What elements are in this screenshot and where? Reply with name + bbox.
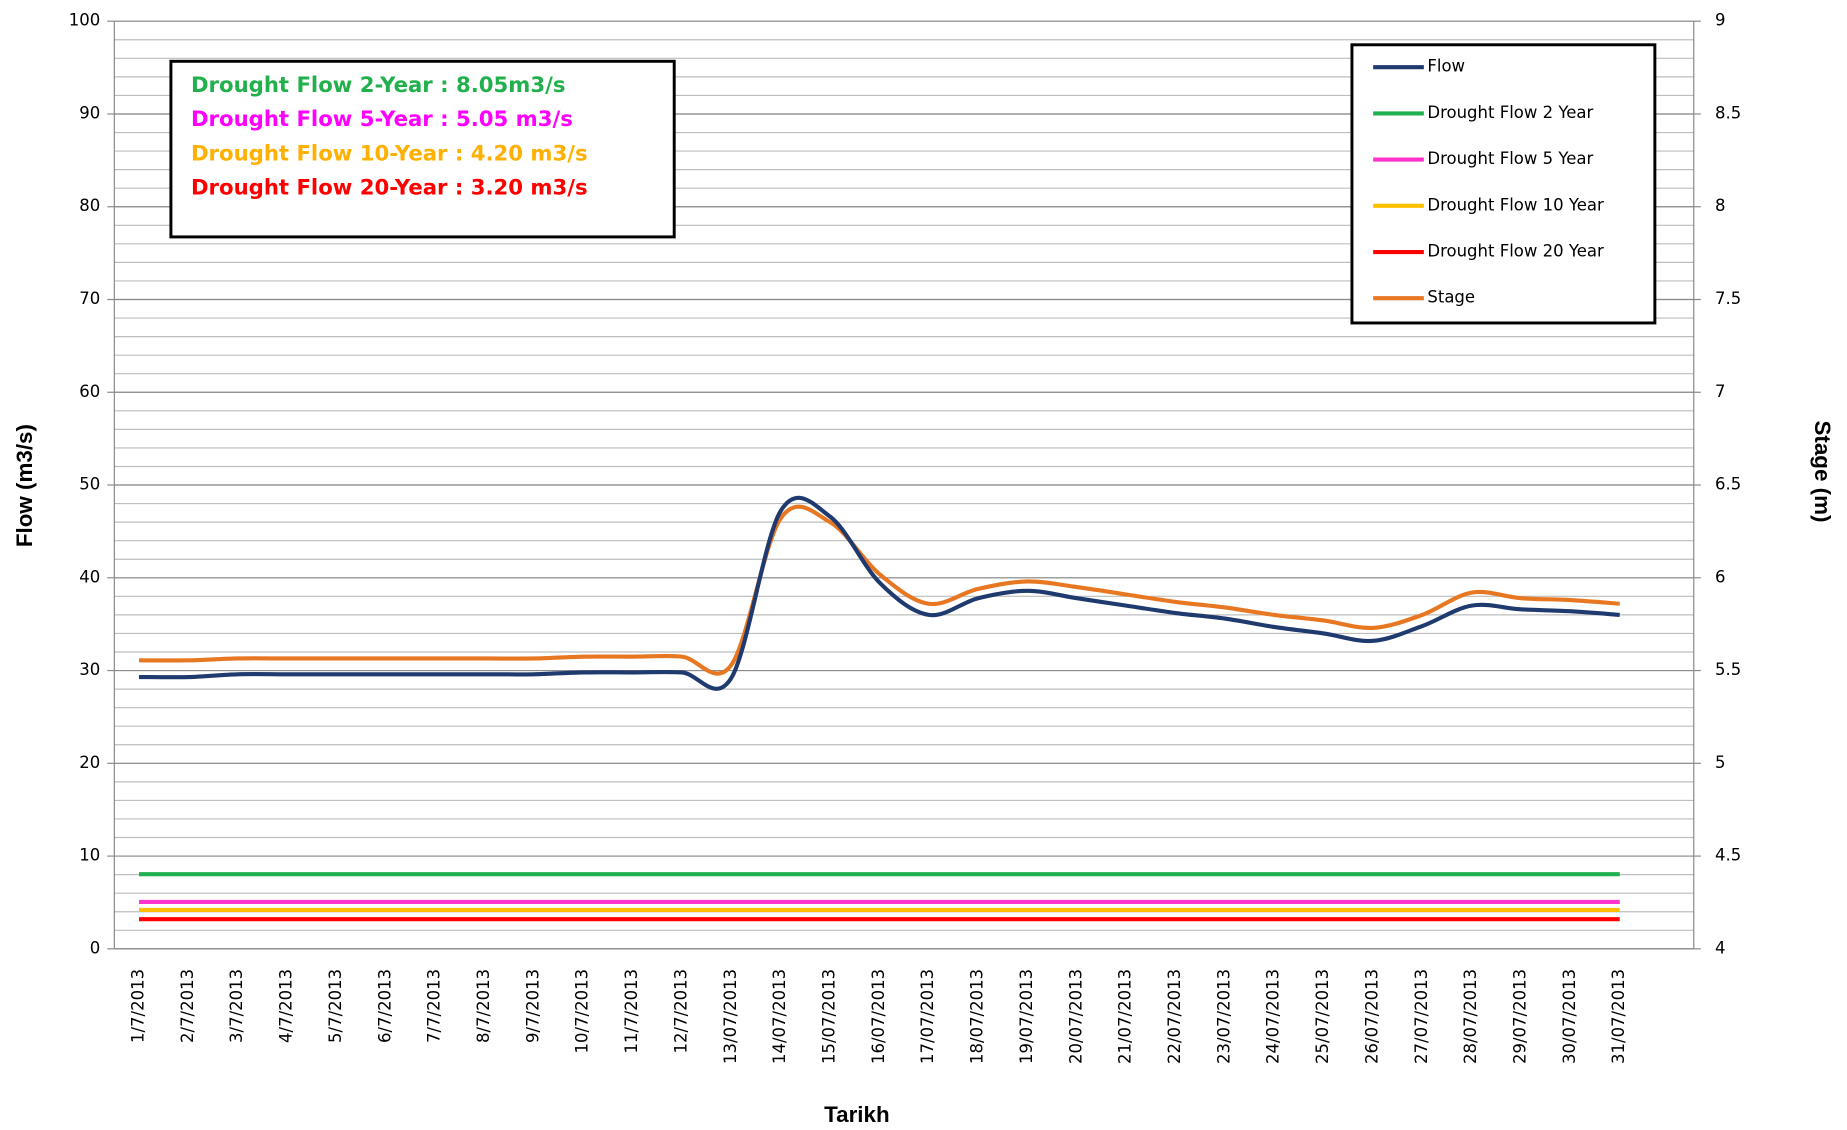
x-tick-label: 18/07/2013	[968, 969, 987, 1064]
annotation: Drought Flow 10-Year : 4.20 m3/s	[191, 141, 588, 166]
y-tick-label: 100	[69, 11, 100, 30]
y2-tick-label: 9	[1715, 11, 1726, 30]
x-tick-label: 8/7/2013	[474, 969, 493, 1043]
x-tick-label: 4/7/2013	[277, 969, 296, 1043]
y2-axis-title: Stage (m)	[1810, 420, 1835, 522]
x-tick-label: 28/07/2013	[1461, 969, 1480, 1064]
annotation: Drought Flow 20-Year : 3.20 m3/s	[191, 176, 588, 201]
legend-label: Drought Flow 2 Year	[1427, 103, 1593, 122]
x-tick-label: 26/07/2013	[1362, 969, 1381, 1064]
y-tick-label: 0	[90, 938, 100, 957]
y2-tick-label: 6.5	[1715, 475, 1741, 494]
y2-tick-label: 4	[1715, 938, 1726, 957]
y2-tick-label: 7	[1715, 382, 1726, 401]
y-tick-label: 50	[79, 475, 100, 494]
legend-label: Drought Flow 5 Year	[1427, 149, 1593, 168]
x-tick-label: 2/7/2013	[178, 969, 197, 1043]
x-tick-label: 30/07/2013	[1560, 969, 1579, 1064]
annotation-box	[169, 59, 676, 239]
x-tick-label: 14/07/2013	[770, 969, 789, 1064]
legend-label: Stage	[1427, 288, 1475, 307]
y-tick-label: 80	[79, 196, 100, 215]
x-tick-label: 31/07/2013	[1609, 969, 1628, 1064]
y-tick-label: 30	[79, 660, 100, 679]
y2-tick-label: 8.5	[1715, 103, 1741, 122]
x-tick-label: 16/07/2013	[869, 969, 888, 1064]
y-tick-label: 90	[79, 103, 100, 122]
x-tick-label: 3/7/2013	[227, 969, 246, 1043]
x-tick-label: 5/7/2013	[326, 969, 345, 1043]
x-tick-label: 7/7/2013	[425, 969, 444, 1043]
x-tick-label: 1/7/2013	[129, 969, 148, 1043]
x-tick-label: 22/07/2013	[1165, 969, 1184, 1064]
annotation: Drought Flow 2-Year : 8.05m3/s	[191, 73, 566, 98]
x-tick-label: 27/07/2013	[1412, 969, 1431, 1064]
x-tick-label: 10/7/2013	[573, 969, 592, 1054]
y2-tick-label: 6	[1715, 567, 1726, 586]
y-axis-title: Flow (m3/s)	[12, 424, 37, 547]
legend-label: Flow	[1427, 57, 1465, 76]
y2-tick-label: 7.5	[1715, 289, 1741, 308]
x-tick-label: 25/07/2013	[1313, 969, 1332, 1064]
y-tick-label: 10	[79, 846, 100, 865]
x-tick-label: 13/07/2013	[721, 969, 740, 1064]
y-tick-label: 70	[79, 289, 100, 308]
annotation: Drought Flow 5-Year : 5.05 m3/s	[191, 107, 573, 132]
x-tick-label: 19/07/2013	[1017, 969, 1036, 1064]
x-tick-label: 12/7/2013	[671, 969, 690, 1054]
x-tick-label: 17/07/2013	[918, 969, 937, 1064]
x-tick-label: 29/07/2013	[1511, 969, 1530, 1064]
series-line	[139, 495, 1620, 691]
y-tick-label: 40	[79, 567, 100, 586]
y-tick-label: 60	[79, 382, 100, 401]
x-tick-label: 24/07/2013	[1264, 969, 1283, 1064]
legend-box	[1350, 43, 1657, 325]
legend-label: Drought Flow 10 Year	[1427, 195, 1604, 214]
x-tick-label: 15/07/2013	[820, 969, 839, 1064]
x-tick-label: 9/7/2013	[523, 969, 542, 1043]
x-tick-label: 20/07/2013	[1066, 969, 1085, 1064]
y2-tick-label: 5	[1715, 753, 1726, 772]
y2-tick-label: 8	[1715, 196, 1726, 215]
x-axis-title: Tarikh	[824, 1102, 890, 1127]
x-tick-label: 11/7/2013	[622, 969, 641, 1054]
x-tick-label: 6/7/2013	[375, 969, 394, 1043]
y-tick-label: 20	[79, 753, 100, 772]
y2-tick-label: 5.5	[1715, 660, 1741, 679]
x-tick-label: 23/07/2013	[1214, 969, 1233, 1064]
series-line	[139, 504, 1620, 676]
y2-tick-label: 4.5	[1715, 846, 1741, 865]
x-tick-label: 21/07/2013	[1116, 969, 1135, 1064]
legend-label: Drought Flow 20 Year	[1427, 242, 1604, 261]
